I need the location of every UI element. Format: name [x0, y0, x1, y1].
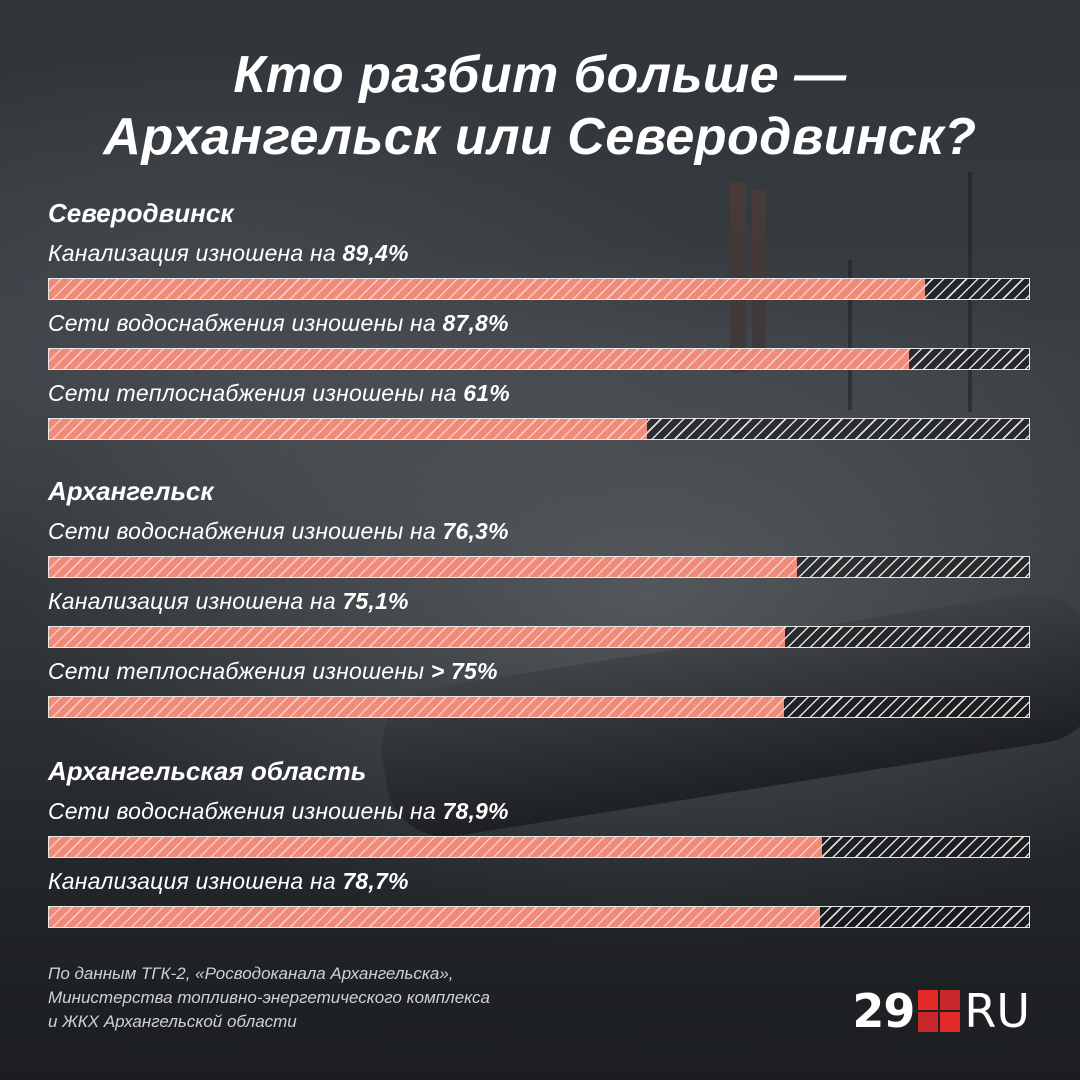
bar-value-label: 78,9%	[442, 798, 509, 824]
bar-label: Сети водоснабжения изношены на 76,3%	[48, 518, 509, 545]
bar-label: Сети водоснабжения изношены на 78,9%	[48, 798, 509, 825]
bar-label-text: Сети теплоснабжения изношены	[48, 658, 425, 684]
logo-number: 29	[852, 984, 915, 1038]
bar-value-label: 61%	[463, 380, 510, 406]
bar-fill	[49, 837, 823, 857]
bar-fill	[49, 907, 821, 927]
group-title: Северодвинск	[48, 198, 234, 228]
source-note: По данным ТГК-2, «Росводоканала Архангел…	[48, 962, 648, 1034]
bar-label: Канализация изношена на 89,4%	[48, 240, 409, 267]
bar-label: Сети теплоснабжения изношены на 61%	[48, 380, 510, 407]
bar-fill	[49, 557, 797, 577]
bar-fill	[49, 697, 784, 717]
bar-value-label: 78,7%	[342, 868, 409, 894]
bar-label: Сети теплоснабжения изношены > 75%	[48, 658, 498, 685]
bar-track	[48, 556, 1030, 578]
bar-label-text: Сети водоснабжения изношены на	[48, 798, 436, 824]
logo-29ru: 29 RU	[852, 984, 1030, 1038]
bar-track	[48, 418, 1030, 440]
pole-decor	[848, 260, 852, 410]
bar-label-text: Канализация изношена на	[48, 868, 336, 894]
bar-label: Канализация изношена на 78,7%	[48, 868, 409, 895]
bar-label: Сети водоснабжения изношены на 87,8%	[48, 310, 509, 337]
bar-value-label: 75,1%	[342, 588, 409, 614]
logo-mark-icon	[918, 990, 961, 1032]
bar-fill	[49, 627, 785, 647]
title-line-1: Кто разбит больше —	[233, 46, 847, 104]
bar-track	[48, 278, 1030, 300]
group-title: Архангельск	[48, 476, 214, 506]
bar-label: Канализация изношена на 75,1%	[48, 588, 409, 615]
bar-label-text: Сети теплоснабжения изношены на	[48, 380, 457, 406]
title-line-2: Архангельск или Северодвинск?	[103, 108, 977, 166]
bar-value-label: > 75%	[430, 658, 498, 684]
source-line-2: Министерства топливно-энергетического ко…	[48, 988, 490, 1007]
source-line-3: и ЖКХ Архангельской области	[48, 1012, 297, 1031]
logo-suffix: RU	[964, 984, 1030, 1038]
page-title: Кто разбит больше — Архангельск или Севе…	[0, 44, 1080, 168]
group-title: Архангельская область	[48, 756, 367, 786]
bar-track	[48, 626, 1030, 648]
bar-track	[48, 696, 1030, 718]
bar-label-text: Сети водоснабжения изношены на	[48, 310, 436, 336]
bar-value-label: 76,3%	[442, 518, 509, 544]
bar-fill	[49, 279, 926, 299]
bar-label-text: Канализация изношена на	[48, 588, 336, 614]
bar-track	[48, 348, 1030, 370]
bar-label-text: Сети водоснабжения изношены на	[48, 518, 436, 544]
bar-value-label: 89,4%	[342, 240, 409, 266]
bar-track	[48, 906, 1030, 928]
bar-fill	[49, 349, 910, 369]
bar-track	[48, 836, 1030, 858]
bar-label-text: Канализация изношена на	[48, 240, 336, 266]
bar-fill	[49, 419, 647, 439]
bar-value-label: 87,8%	[442, 310, 509, 336]
chimney-decor	[730, 182, 746, 372]
source-line-1: По данным ТГК-2, «Росводоканала Архангел…	[48, 964, 454, 983]
